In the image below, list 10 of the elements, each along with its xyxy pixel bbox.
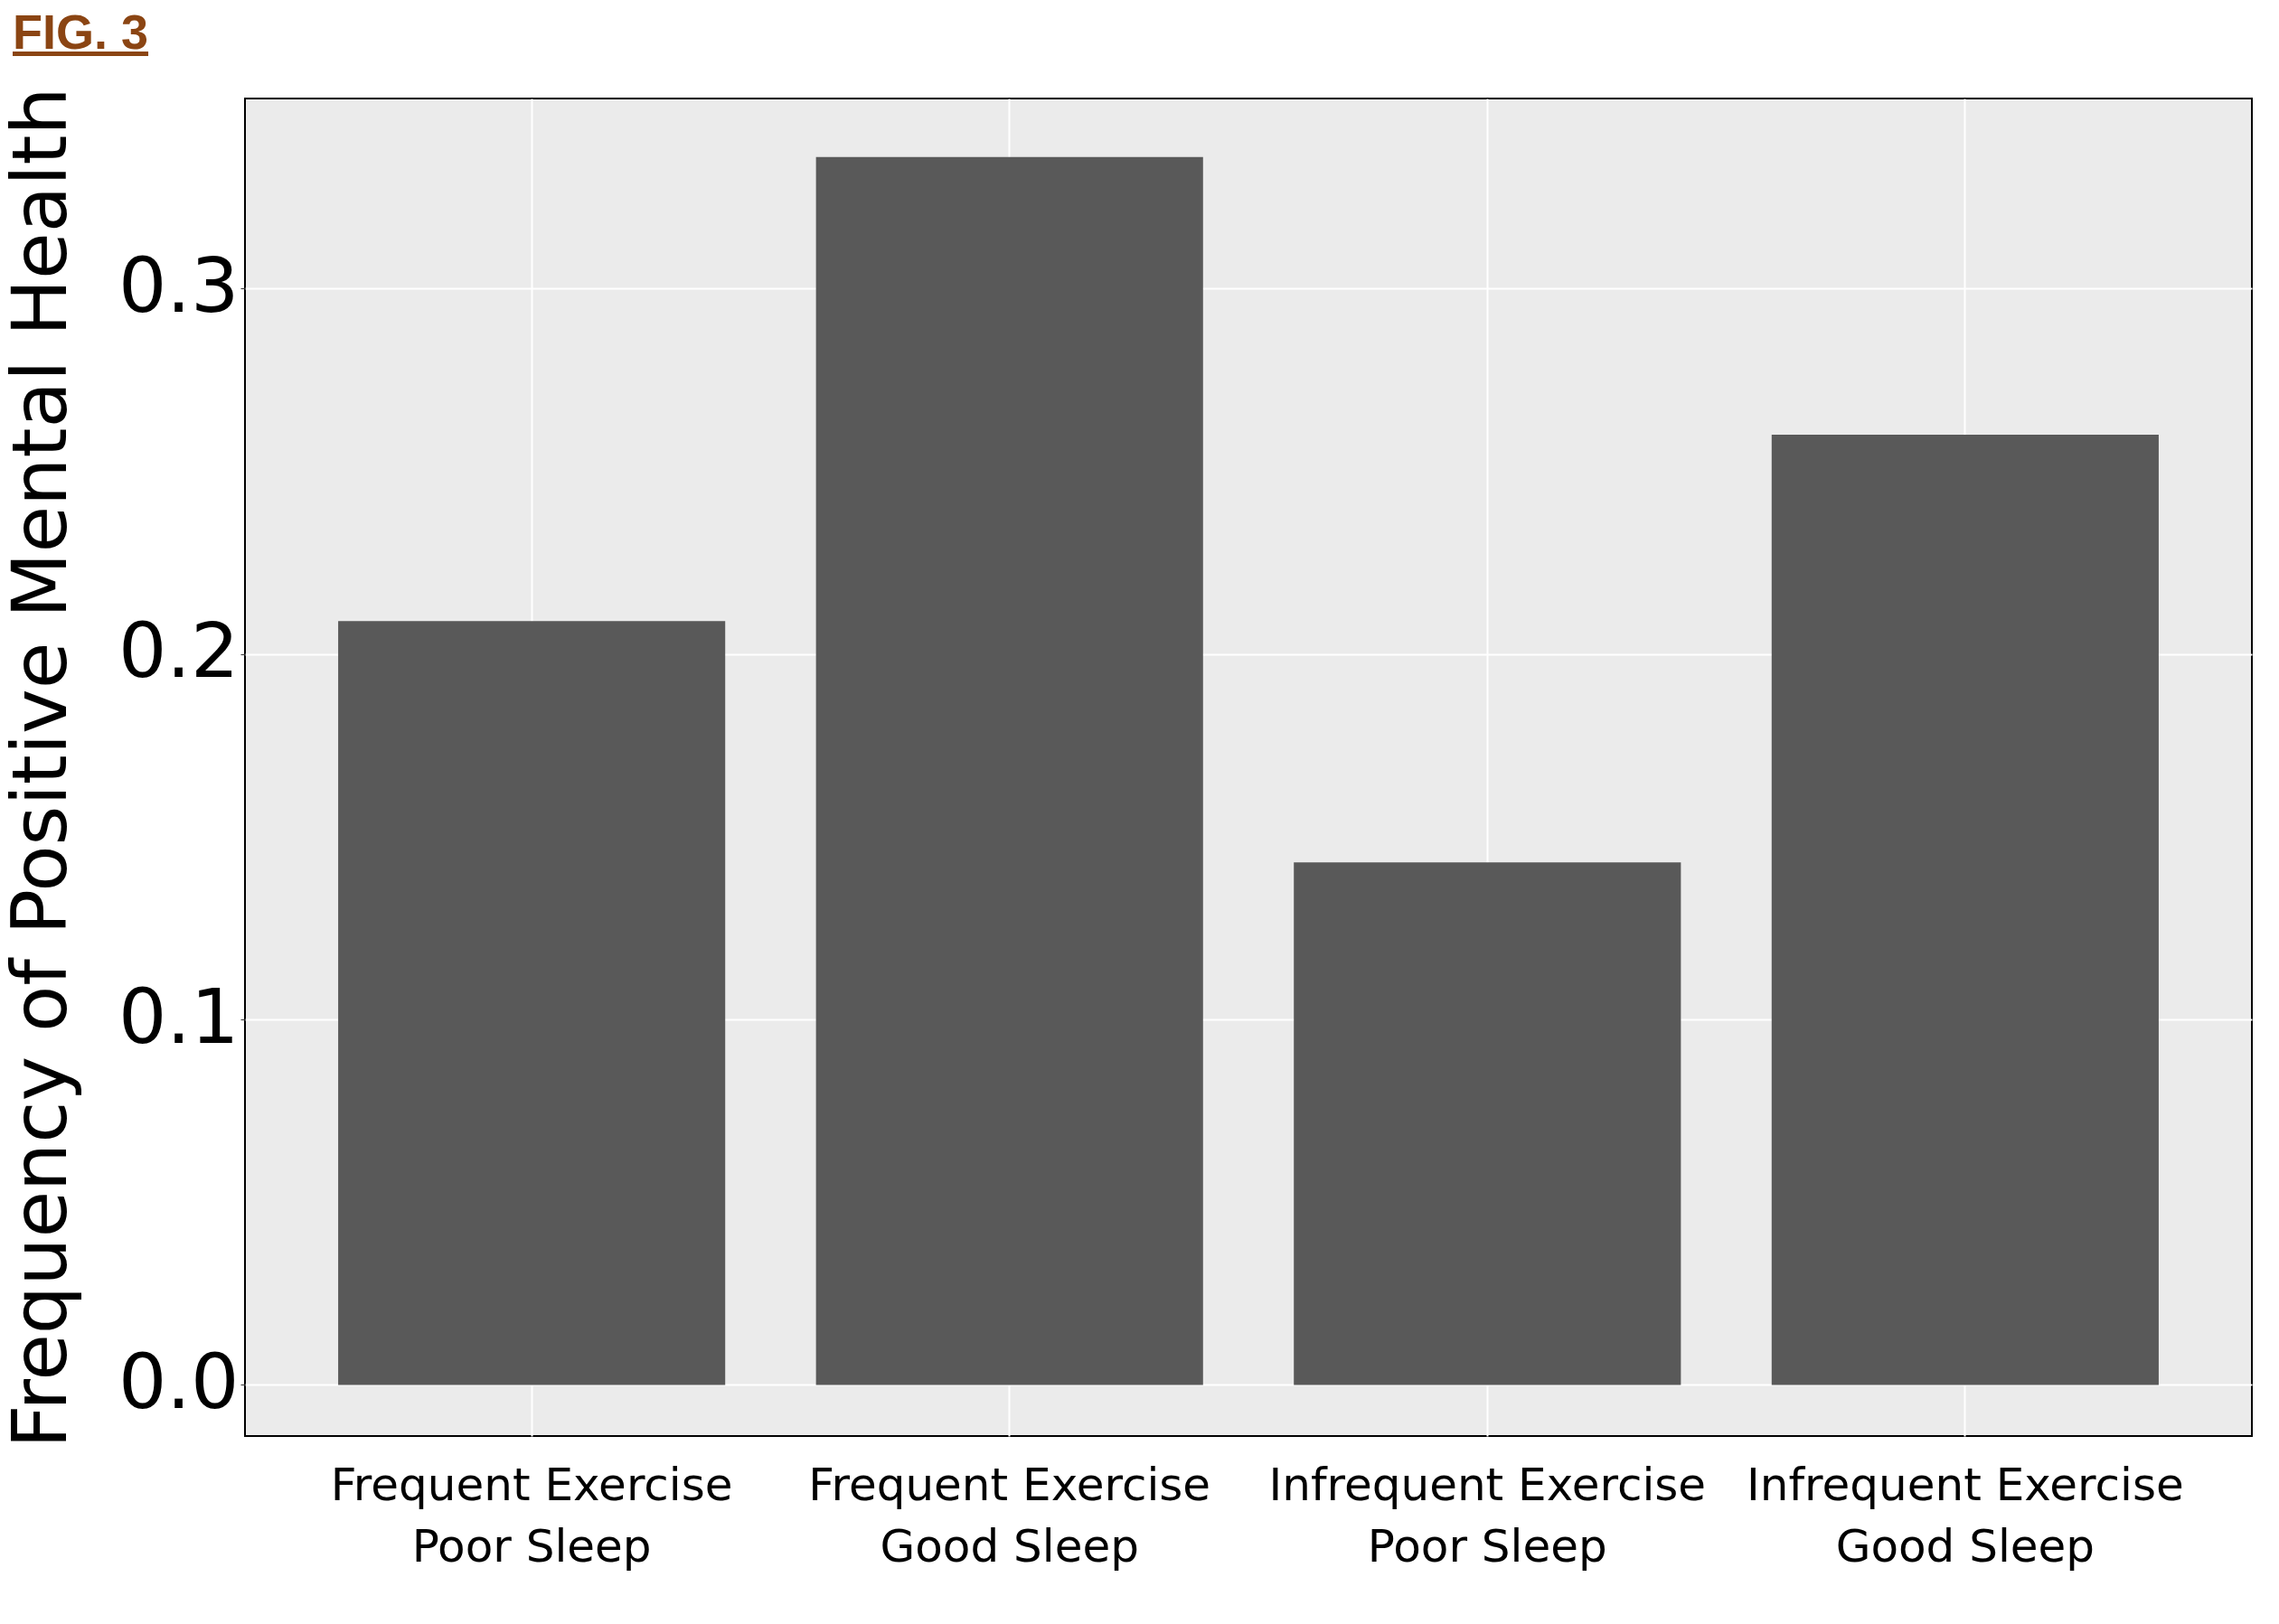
- y-tick-label: 0.0: [118, 1337, 240, 1426]
- y-tick-label: 0.3: [118, 240, 240, 330]
- x-tick-label: Frequent Exercise Good Sleep: [808, 1458, 1211, 1572]
- x-tick-label: Frequent Exercise Poor Sleep: [330, 1458, 733, 1572]
- y-axis-title: Frequency of Positive Mental Health: [0, 87, 84, 1449]
- y-tick-label: 0.1: [118, 972, 240, 1061]
- caption: FIG. 3: [13, 4, 149, 60]
- y-tick-label: 0.2: [118, 606, 240, 696]
- x-tick-label: Infrequent Exercise Poor Sleep: [1268, 1458, 1707, 1572]
- x-tick-label: Infrequent Exercise Good Sleep: [1747, 1458, 2184, 1572]
